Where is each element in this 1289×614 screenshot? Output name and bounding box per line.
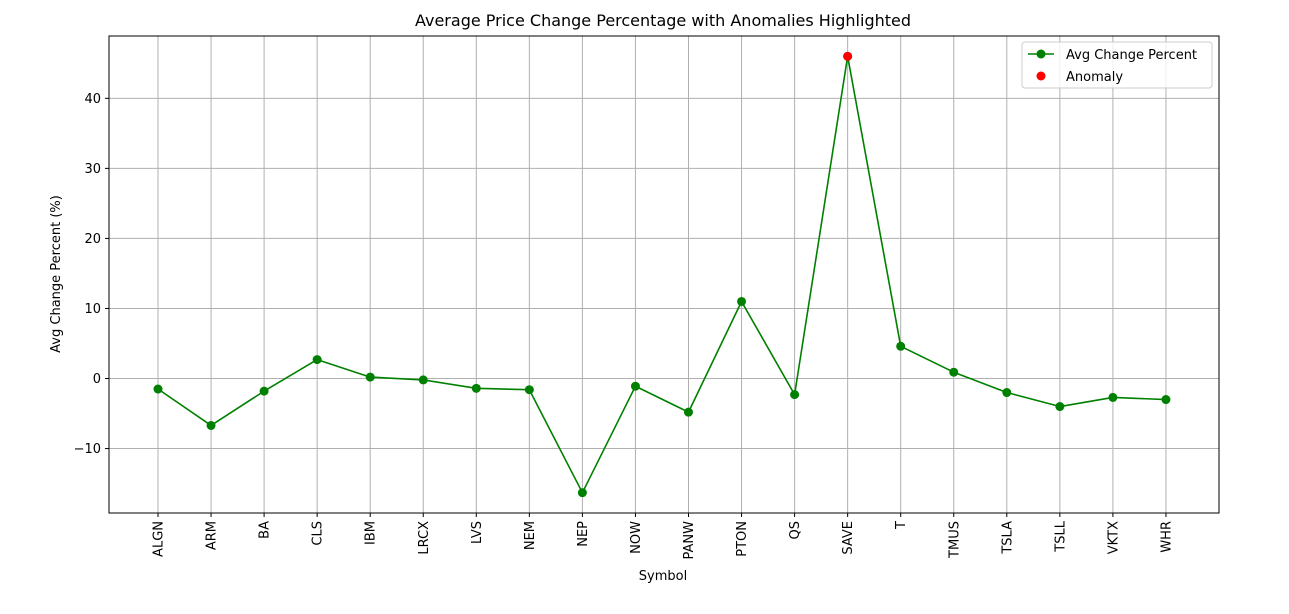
data-point xyxy=(524,385,534,395)
x-tick-label: LVS xyxy=(470,521,485,544)
y-tick-label: 20 xyxy=(84,232,101,247)
x-tick-label: TSLL xyxy=(1053,520,1068,552)
x-tick-label: LRCX xyxy=(417,521,432,555)
series-line xyxy=(157,55,1166,494)
x-tick-label: TSLA xyxy=(1000,521,1015,555)
data-point xyxy=(1161,395,1171,405)
data-point xyxy=(418,375,428,385)
chart-title: Average Price Change Percentage with Ano… xyxy=(415,11,911,30)
x-tick-label: ARM xyxy=(205,521,220,550)
data-point xyxy=(737,296,747,306)
series-line-layer xyxy=(157,55,1166,494)
x-tick-label: PANW xyxy=(682,521,697,560)
x-tick-label: TMUS xyxy=(947,521,962,559)
x-tick-label: IBM xyxy=(364,521,379,545)
data-point xyxy=(471,383,481,393)
y-tick-label: 40 xyxy=(84,92,101,107)
x-tick-label: CLS xyxy=(311,521,326,546)
legend-label-anomaly: Anomaly xyxy=(1066,70,1123,85)
data-point xyxy=(790,390,800,400)
data-point xyxy=(630,381,640,391)
y-tick-label: 0 xyxy=(93,372,101,387)
data-point xyxy=(684,407,693,417)
x-tick-label: NOW xyxy=(629,521,644,554)
data-point xyxy=(1002,388,1012,398)
grid-layer xyxy=(109,36,1219,513)
x-tick-label: ALGN xyxy=(152,521,167,557)
legend-anomaly-marker xyxy=(1036,71,1046,81)
x-tick-label: NEM xyxy=(523,521,538,550)
data-point xyxy=(1055,402,1065,412)
data-point-layer xyxy=(153,51,1171,498)
x-tick-label: VKTX xyxy=(1106,521,1121,554)
data-point xyxy=(259,386,269,396)
x-tick-label: WHR xyxy=(1159,521,1174,553)
legend-label-series: Avg Change Percent xyxy=(1066,48,1197,63)
x-tick-label: SAVE xyxy=(841,521,856,555)
y-axis-title: Avg Change Percent (%) xyxy=(49,195,64,353)
legend-box xyxy=(1021,41,1213,89)
data-point xyxy=(577,488,587,498)
data-point xyxy=(949,367,959,377)
axis-layer: −10 0 10 20 30 40 ALGN ARM BA CLS IBM LRCX LVS NEM NEP… xyxy=(74,35,1220,560)
plot-frame xyxy=(108,35,1220,514)
x-tick-label: T xyxy=(894,521,909,530)
data-point xyxy=(153,384,163,394)
y-tick-label: 10 xyxy=(84,302,101,317)
data-point xyxy=(896,341,906,351)
anomaly-point xyxy=(843,51,853,61)
legend-point-marker xyxy=(1036,49,1046,59)
data-point xyxy=(312,355,322,365)
data-point xyxy=(1108,392,1118,402)
x-tick-label: BA xyxy=(258,521,273,539)
y-tick-label: −10 xyxy=(74,442,101,457)
x-tick-label: NEP xyxy=(576,521,591,547)
data-point xyxy=(365,372,375,382)
x-tick-label: PTON xyxy=(735,521,750,557)
data-point xyxy=(206,420,216,430)
legend: Avg Change Percent Anomaly xyxy=(1021,41,1213,89)
x-axis-title: Symbol xyxy=(639,569,687,584)
y-tick-label: 30 xyxy=(84,162,101,177)
x-tick-label: QS xyxy=(788,521,803,539)
